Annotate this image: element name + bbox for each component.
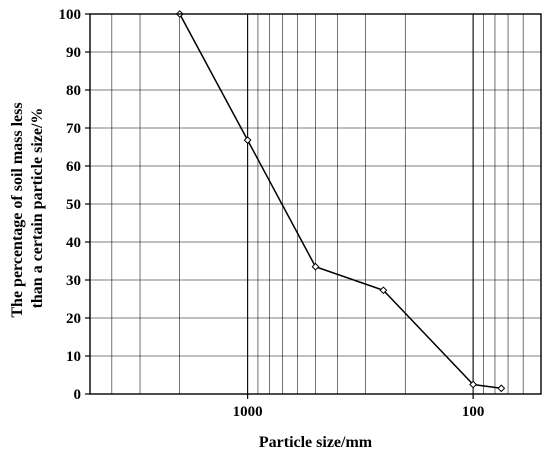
- y-tick-label: 50: [66, 197, 81, 213]
- y-tick-label: 10: [66, 349, 81, 365]
- y-tick-label: 20: [66, 311, 81, 327]
- data-point: [469, 380, 478, 389]
- data-point: [497, 384, 506, 393]
- grid: [89, 13, 542, 395]
- x-axis-title: Particle size/mm: [259, 434, 373, 451]
- y-tick-label: 40: [66, 235, 81, 251]
- data-point: [379, 286, 388, 295]
- y-tick-label: 0: [74, 387, 82, 403]
- y-tick-label: 90: [66, 45, 81, 61]
- series-line: [179, 13, 502, 390]
- x-tick-label: 100: [462, 404, 485, 420]
- y-axis-title-line-1: The percentage of soil mass less: [9, 102, 26, 317]
- y-axis-title: The percentage of soil mass less than a …: [9, 98, 46, 317]
- data-point: [311, 262, 320, 271]
- y-tick-label: 30: [66, 273, 81, 289]
- y-tick-label: 80: [66, 83, 81, 99]
- x-tick-label: 1000: [233, 404, 263, 420]
- data-point: [243, 136, 252, 145]
- x-axis-ticks: 1000 100: [233, 394, 485, 420]
- y-tick-label: 60: [66, 159, 81, 175]
- series-layer: [175, 10, 506, 393]
- y-tick-label: 100: [59, 7, 82, 23]
- y-tick-label: 70: [66, 121, 81, 137]
- y-axis-ticks: 0 10 20 30 40 50 60 70 80 90 100: [59, 7, 90, 403]
- y-axis-title-line-2: than a certain particle size/%: [29, 108, 46, 309]
